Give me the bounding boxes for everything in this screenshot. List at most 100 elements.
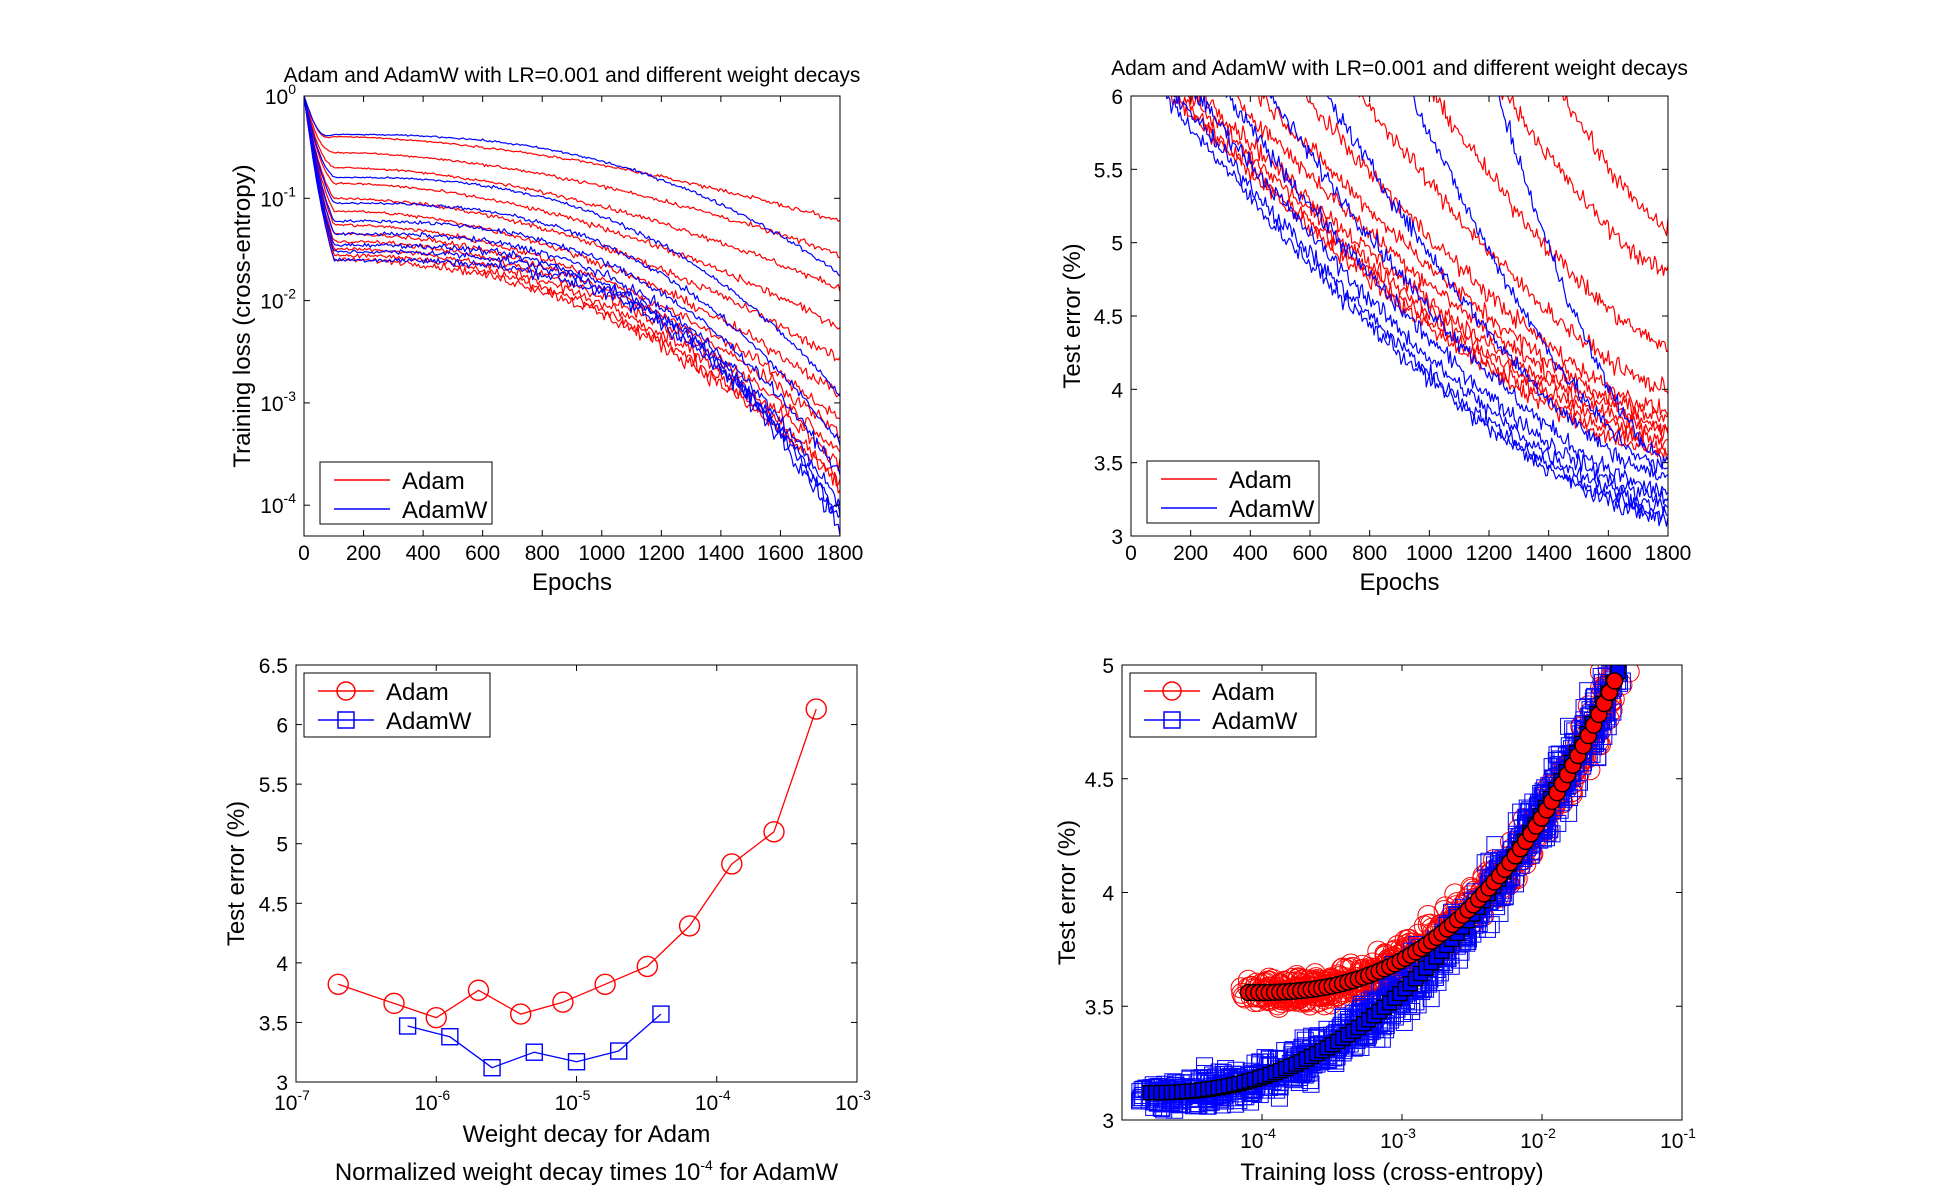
- scatter-point-adamw: [1486, 836, 1504, 854]
- series-line-adam-3: [304, 96, 840, 330]
- x-tick-label-exponent: -1: [1683, 1125, 1696, 1141]
- legend-marker-adam: [336, 681, 356, 701]
- y-tick-label: 4: [1111, 379, 1123, 402]
- x-axis-label: Epochs: [532, 569, 612, 596]
- chart-title: Adam and AdamW with LR=0.001 and differe…: [284, 64, 861, 87]
- data-point-adam: [763, 821, 785, 843]
- y-tick-label: 10-1: [260, 183, 296, 211]
- y-tick-label: 3.5: [1085, 996, 1114, 1019]
- series-line-adam-2: [304, 96, 840, 292]
- y-axis-label: Test error (%): [223, 801, 250, 946]
- series-line-adamw: [407, 1013, 662, 1069]
- series-line-adamw-2: [304, 96, 840, 446]
- series-line-adamw-0: [304, 96, 840, 277]
- data-point-adamw: [525, 1043, 543, 1061]
- x-tick-label: 800: [1352, 542, 1387, 565]
- legend-box: [303, 672, 491, 738]
- x-tick-label: 10-4: [695, 1087, 731, 1115]
- y-tick-label: 5.5: [259, 774, 288, 797]
- data-point-adamw: [483, 1059, 501, 1077]
- x-axis-label-2: Normalized weight decay times 10-4 for A…: [335, 1157, 839, 1186]
- x-tick-label-exponent: -6: [438, 1087, 451, 1103]
- scatter-point-adamw: [1607, 644, 1623, 660]
- legend-label-adamw: AdamW: [402, 497, 488, 524]
- x-tick-label: 1400: [698, 542, 745, 565]
- y-tick-label: 5: [1102, 655, 1114, 678]
- x-tick-label: 1200: [638, 542, 685, 565]
- data-point-adamw: [441, 1028, 459, 1046]
- x-tick-label: 1600: [757, 542, 804, 565]
- x-axis-label: Epochs: [1359, 569, 1439, 596]
- x-tick-label-exponent: -4: [718, 1087, 731, 1103]
- data-point-adam: [805, 698, 827, 720]
- x-axis-label: Weight decay for Adam: [463, 1121, 711, 1148]
- chart-train_loss: 0 200 400 600 800 1000 1200 1400 1600 180010010-1…: [229, 64, 863, 596]
- series-line-adamw-5: [1194, 96, 1668, 514]
- x-tick-label-base: 10: [695, 1092, 718, 1115]
- x-tick-label-base: 10: [1240, 1130, 1263, 1153]
- series-line-adam-10: [1164, 96, 1668, 461]
- scatter-point-adamw: [1600, 636, 1616, 652]
- chart-title: Adam and AdamW with LR=0.001 and differe…: [1111, 57, 1688, 80]
- x-tick-label-base: 10: [274, 1092, 297, 1115]
- y-axis-label: Test error (%): [1059, 243, 1086, 388]
- x-tick-label-base: 10: [414, 1092, 437, 1115]
- series-line-adam-0: [1562, 96, 1668, 237]
- y-tick-label-exponent: -1: [284, 183, 297, 199]
- trend-marker-adam: [1605, 672, 1624, 690]
- x-tick-label: 10-3: [1380, 1125, 1416, 1153]
- data-point-adam: [721, 853, 743, 875]
- y-tick-label: 4.5: [1094, 306, 1123, 329]
- series-line-adam-5: [304, 96, 840, 398]
- series-line-adam-3: [1358, 96, 1668, 394]
- x-axis-label-2-text: Normalized weight decay times 10: [335, 1159, 701, 1186]
- x-tick-label-base: 10: [1520, 1130, 1543, 1153]
- axes-box: [303, 95, 841, 537]
- x-tick-label-base: 10: [1660, 1130, 1683, 1153]
- scatter-point-adamw: [1550, 745, 1568, 763]
- y-axis-label: Test error (%): [1054, 820, 1081, 965]
- x-tick-label: 0: [1125, 542, 1137, 565]
- x-tick-label: 10-7: [274, 1087, 310, 1115]
- y-tick-label: 3.5: [1094, 453, 1123, 476]
- scatter-point-adamw: [1166, 1101, 1184, 1119]
- series-line-adamw-7: [1165, 96, 1668, 527]
- series-line-adam-11: [304, 96, 840, 494]
- series-line-adam-2: [1432, 96, 1668, 353]
- data-point-adamw: [567, 1053, 586, 1071]
- y-tick-label-base: 10: [265, 86, 288, 109]
- y-tick-label: 4.5: [259, 893, 288, 916]
- y-tick-label: 3: [276, 1072, 288, 1095]
- x-axis-label: Training loss (cross-entropy): [1240, 1159, 1543, 1186]
- y-tick-label-base: 10: [260, 188, 283, 211]
- scatter-point-adamw: [1507, 812, 1525, 830]
- x-tick-label: 1400: [1525, 542, 1572, 565]
- x-tick-label: 400: [1233, 542, 1268, 565]
- x-tick-label: 1800: [817, 542, 864, 565]
- y-tick-label: 3: [1111, 526, 1123, 549]
- x-tick-label: 200: [346, 542, 381, 565]
- legend-label-adamw: AdamW: [386, 708, 472, 735]
- x-tick-label: 10-1: [1660, 1125, 1696, 1153]
- y-axis-label: Training loss (cross-entropy): [229, 164, 256, 467]
- scatter-point-adamw: [1482, 916, 1500, 934]
- data-point-adam: [383, 992, 405, 1015]
- series-line-adam-7: [1198, 96, 1668, 442]
- y-tick-label: 100: [265, 81, 296, 109]
- data-point-adamw: [398, 1017, 417, 1035]
- scatter-point-adamw: [1368, 1030, 1386, 1048]
- data-point-adam: [552, 991, 574, 1013]
- y-tick-label: 10-2: [260, 286, 296, 314]
- legend-label-adam: Adam: [386, 679, 449, 706]
- x-tick-label: 1600: [1585, 542, 1632, 565]
- series-line-adamw-3: [304, 96, 840, 476]
- data-point-adam: [467, 979, 490, 1001]
- x-tick-label-exponent: -7: [297, 1087, 310, 1103]
- scatter-point-adam: [1367, 940, 1389, 962]
- plot-area: [304, 96, 840, 536]
- data-point-adam: [594, 973, 616, 996]
